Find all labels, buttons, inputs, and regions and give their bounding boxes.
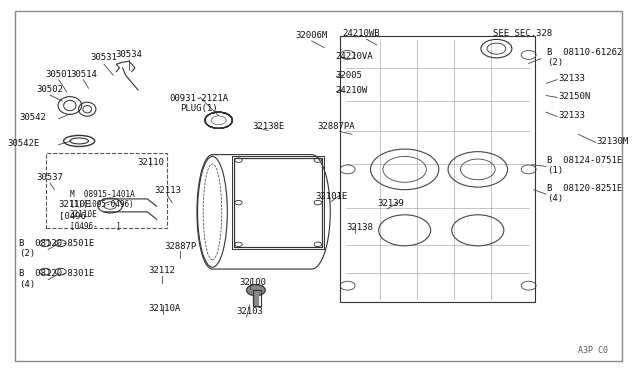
Bar	[253, 290, 259, 306]
Text: 32133: 32133	[559, 74, 585, 83]
Text: 32887PA: 32887PA	[317, 122, 355, 131]
Text: 32138: 32138	[347, 223, 374, 232]
Text: 32005: 32005	[335, 71, 362, 80]
Text: 32101E: 32101E	[316, 192, 348, 201]
Text: 30534: 30534	[115, 49, 142, 59]
Text: 32110A: 32110A	[148, 304, 180, 313]
Text: 32110: 32110	[137, 158, 164, 167]
Text: 32006M: 32006M	[296, 31, 328, 40]
Text: 30501: 30501	[45, 70, 72, 79]
Text: 32133: 32133	[559, 111, 585, 121]
Text: 32150N: 32150N	[559, 92, 591, 101]
Text: [0496-: [0496-	[59, 211, 91, 220]
Text: B  08110-61262
(2): B 08110-61262 (2)	[547, 48, 623, 67]
Text: 30502: 30502	[36, 86, 63, 94]
Bar	[46, 153, 167, 228]
Text: 24210VA: 24210VA	[335, 52, 373, 61]
Text: B  08120-8251E
(4): B 08120-8251E (4)	[547, 184, 623, 203]
Text: 30542E: 30542E	[8, 139, 40, 148]
Text: 30514: 30514	[70, 70, 97, 79]
Text: 32138E: 32138E	[253, 122, 285, 131]
Text: 24210W: 24210W	[335, 86, 367, 95]
Text: SEE SEC.328: SEE SEC.328	[493, 29, 552, 38]
Text: 32112: 32112	[148, 266, 175, 275]
Text: 32139: 32139	[378, 199, 404, 208]
Text: 30542: 30542	[19, 113, 46, 122]
Text: 32113: 32113	[154, 186, 181, 195]
Text: 32100: 32100	[239, 278, 266, 287]
Text: 32130M: 32130M	[597, 137, 629, 146]
Text: 30537: 30537	[36, 173, 63, 182]
Text: B  08120-8301E
(4): B 08120-8301E (4)	[19, 269, 94, 289]
Text: B  08120-8501E
(2): B 08120-8501E (2)	[19, 239, 94, 259]
Bar	[340, 36, 535, 302]
Circle shape	[246, 285, 265, 296]
Text: 30531: 30531	[90, 53, 117, 62]
Bar	[234, 158, 322, 247]
Text: M  08915-1401A
(1)(1095-0496)
32110E
[0496-    ]: M 08915-1401A (1)(1095-0496) 32110E [049…	[70, 190, 134, 230]
Text: A3P C0: A3P C0	[578, 346, 608, 355]
Text: 00931-2121A
PLUG(1): 00931-2121A PLUG(1)	[169, 94, 228, 113]
Text: 32103: 32103	[236, 307, 263, 316]
Text: 32110E: 32110E	[59, 200, 91, 209]
Text: 24210WB: 24210WB	[342, 29, 380, 38]
Text: 32887P: 32887P	[164, 241, 196, 251]
Text: B  08124-0751E
(1): B 08124-0751E (1)	[547, 156, 623, 175]
